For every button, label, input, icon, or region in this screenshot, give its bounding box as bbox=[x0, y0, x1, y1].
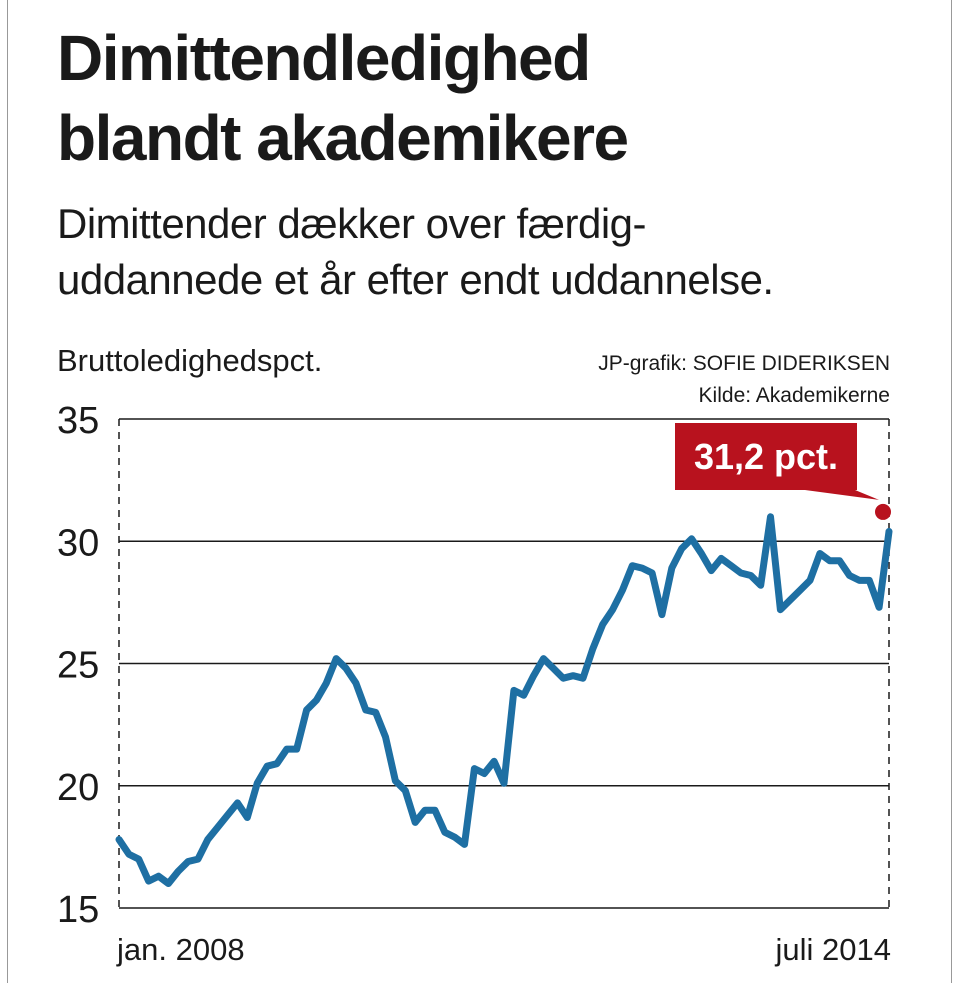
chart-title: Dimittendledighed blandt akademikere bbox=[57, 18, 937, 178]
series bbox=[115, 513, 893, 887]
chart-subtitle-line-1: Dimittender dækker over færdig- bbox=[57, 200, 647, 247]
graphic-credit: JP-grafik: SOFIE DIDERIKSEN bbox=[598, 352, 890, 375]
highlight-dot bbox=[875, 503, 891, 520]
y-tick-label: 25 bbox=[57, 645, 99, 687]
series-line bbox=[115, 513, 893, 887]
highlight-callout: 31,2 pct. bbox=[675, 423, 891, 520]
y-tick-label: 15 bbox=[57, 889, 99, 931]
source-credit: Kilde: Akademikerne bbox=[698, 384, 890, 407]
grid bbox=[118, 418, 890, 909]
chart-title-line-2: blandt akademikere bbox=[57, 102, 629, 174]
credits: JP-grafik: SOFIE DIDERIKSEN Kilde: Akade… bbox=[598, 348, 890, 412]
highlight-bubble bbox=[675, 423, 879, 500]
x-tick-label-end: juli 2014 bbox=[775, 932, 891, 967]
y-tick-labels: 35 30 25 20 15 bbox=[57, 400, 99, 931]
frame-right-rule bbox=[951, 0, 952, 983]
y-tick-label: 20 bbox=[57, 767, 99, 809]
y-tick-label: 30 bbox=[57, 522, 99, 564]
y-tick-label: 35 bbox=[57, 400, 99, 442]
chart-title-line-1: Dimittendledighed bbox=[57, 22, 591, 94]
highlight-label: 31,2 pct. bbox=[694, 436, 838, 477]
y-axis-label: Bruttoledighedspct. bbox=[57, 343, 323, 378]
x-tick-label-start: jan. 2008 bbox=[116, 932, 245, 967]
chart-subtitle: Dimittender dækker over færdig- uddanned… bbox=[57, 196, 937, 308]
frame-left-rule bbox=[7, 0, 8, 983]
chart-subtitle-line-2: uddannede et år efter endt uddannelse. bbox=[57, 256, 774, 303]
x-tick-labels: jan. 2008 juli 2014 bbox=[116, 932, 891, 967]
